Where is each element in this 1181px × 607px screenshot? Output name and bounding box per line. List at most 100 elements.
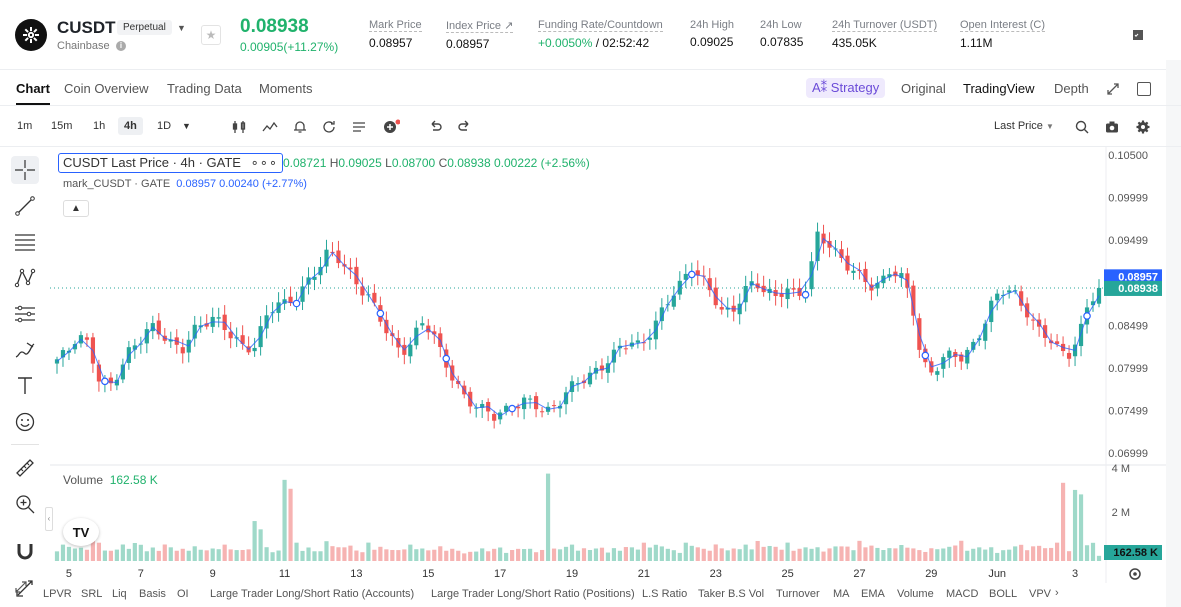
search-icon[interactable] [1074, 119, 1090, 135]
stat-label[interactable]: Mark Price [369, 19, 422, 32]
tab-moments[interactable]: Moments [259, 81, 313, 96]
settings-gear-icon[interactable] [1135, 119, 1151, 135]
indicators-icon[interactable] [262, 119, 278, 135]
symbol-dropdown-icon[interactable]: ▼ [177, 23, 186, 33]
indicator-basis[interactable]: Basis [139, 588, 166, 600]
interval-1h[interactable]: 1h [93, 120, 106, 132]
more-options-icon[interactable]: ∘∘∘ [250, 155, 278, 170]
volume-tick-label: 4 M [1112, 463, 1130, 475]
template-icon[interactable] [351, 119, 367, 135]
indicator-l-s-ratio[interactable]: L.S Ratio [642, 588, 688, 600]
stat-label: 24h High [690, 19, 735, 31]
window-icon[interactable] [1137, 82, 1151, 96]
volume-bar [384, 549, 389, 561]
tab-coin-overview[interactable]: Coin Overview [64, 81, 149, 96]
indicator-shortcut-bar: LPVR SRL Liq Basis OI Large Trader Long/Short… [0, 580, 1181, 607]
indicator-boll[interactable]: BOLL [989, 588, 1018, 600]
brush-tool-icon[interactable] [11, 336, 39, 364]
volume-bar [821, 551, 826, 561]
indicator-liq[interactable]: Liq [112, 588, 127, 600]
redo-icon[interactable] [457, 119, 473, 135]
indicator-ema[interactable]: EMA [861, 588, 885, 600]
tab-trading-data[interactable]: Trading Data [167, 81, 242, 96]
volume-bar [402, 549, 407, 561]
book-icon[interactable] [1131, 28, 1145, 42]
candle-body [456, 380, 461, 385]
volume-bar [971, 548, 976, 561]
strategy-button[interactable]: A⁑ Strategy [806, 78, 886, 98]
mode-depth[interactable]: Depth [1054, 81, 1089, 96]
interval-dropdown-icon[interactable]: ▼ [182, 121, 191, 131]
volume-bar [420, 548, 425, 561]
mode-tradingview[interactable]: TradingView [963, 81, 1035, 96]
magnet-icon[interactable] [11, 537, 39, 565]
tradingview-logo[interactable]: TV [63, 518, 99, 546]
volume-bar [953, 545, 958, 561]
indicator-macd[interactable]: MACD [946, 588, 979, 600]
series-title-box[interactable]: CUSDT Last Price · 4h · GATE ∘∘∘ [58, 153, 283, 173]
interval-4h[interactable]: 4h [118, 117, 143, 135]
volume-bar [671, 550, 676, 561]
indicator-srl[interactable]: SRL [81, 588, 103, 600]
price-source-select[interactable]: Last Price ▼ [994, 120, 1054, 132]
stat-label[interactable]: 24h Turnover (USDT) [832, 19, 938, 32]
indicator-lpvr[interactable]: LPVR [43, 588, 72, 600]
chevron-right-icon[interactable]: › [1055, 587, 1059, 599]
indicator-oi[interactable]: OI [177, 588, 189, 600]
stat-value: 0.07835 [760, 35, 804, 49]
pattern-tool-icon[interactable] [11, 264, 39, 292]
camera-icon[interactable] [1104, 119, 1120, 135]
info-icon[interactable]: i [116, 41, 126, 51]
tab-chart[interactable]: Chart [16, 81, 50, 96]
ruler-tool-icon[interactable] [11, 454, 39, 482]
zoom-in-icon[interactable] [11, 490, 39, 518]
indicator-large-trader-long-short-ratio-accounts-[interactable]: Large Trader Long/Short Ratio (Accounts) [210, 588, 415, 600]
volume-bar [84, 549, 90, 561]
stat-label[interactable]: Index Price ↗ [446, 20, 514, 33]
indicator-taker-b-s-vol[interactable]: Taker B.S Vol [698, 588, 765, 600]
volume-bar [947, 546, 952, 561]
indicator-turnover[interactable]: Turnover [776, 588, 820, 600]
indicator-large-trader-long-short-ratio-positions-[interactable]: Large Trader Long/Short Ratio (Positions… [431, 588, 635, 600]
prediction-tool-icon[interactable] [11, 300, 39, 328]
page-scrollbar[interactable] [1166, 60, 1181, 607]
crosshair-tool-icon[interactable] [11, 156, 39, 184]
stat-value: +0.0050% / 02:52:42 [538, 36, 663, 50]
axis-settings-icon[interactable] [1127, 566, 1143, 582]
alert-icon[interactable] [292, 119, 308, 135]
interval-15m[interactable]: 15m [51, 120, 73, 132]
add-drawing-icon[interactable] [382, 119, 401, 135]
trendline-tool-icon[interactable] [11, 192, 39, 220]
stat-label[interactable]: Funding Rate/Countdown [538, 19, 663, 32]
indicator-volume[interactable]: Volume [897, 588, 934, 600]
mode-original[interactable]: Original [901, 81, 946, 96]
indicator-vpv[interactable]: VPV [1029, 588, 1052, 600]
expand-icon[interactable] [1106, 82, 1120, 96]
candle-body [551, 405, 557, 407]
volume-bar [66, 546, 72, 561]
volume-bar [408, 544, 413, 561]
candle-body [527, 398, 533, 400]
mark-point [442, 354, 451, 363]
volume-label: Volume [63, 473, 104, 487]
emoji-tool-icon[interactable] [11, 408, 39, 436]
volume-bar [270, 552, 275, 561]
time-tick-label: 21 [638, 568, 650, 580]
candle-type-icon[interactable] [231, 119, 247, 135]
candle-body [1078, 323, 1084, 347]
price-chart[interactable]: 0.10500 0.09999 0.09499 0.08499 0.07999 0.074… [50, 147, 1166, 583]
fib-retracement-tool-icon[interactable] [11, 228, 39, 256]
chevron-down-icon: ▼ [1045, 122, 1054, 131]
expand-collapse-icon[interactable] [14, 580, 28, 594]
symbol-name[interactable]: CUSDT [57, 18, 116, 37]
interval-1d[interactable]: 1D [157, 120, 172, 132]
interval-1m[interactable]: 1m [17, 120, 33, 132]
collapse-legend-button[interactable]: ▲ [63, 200, 89, 217]
indicator-ma[interactable]: MA [833, 588, 850, 600]
undo-icon[interactable] [427, 119, 443, 135]
favorite-star-icon[interactable]: ★ [201, 25, 221, 45]
collapse-toolbar-icon[interactable]: ‹ [45, 507, 53, 531]
stat-label[interactable]: Open Interest (C) [960, 19, 1045, 32]
replay-icon[interactable] [321, 119, 337, 135]
text-tool-icon[interactable] [11, 372, 39, 400]
